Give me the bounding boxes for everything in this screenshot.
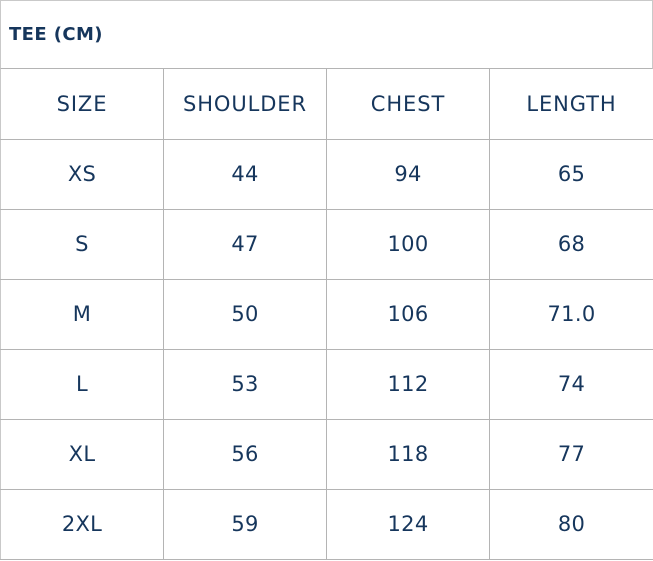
cell-chest: 112	[326, 349, 490, 420]
cell-chest: 118	[326, 419, 490, 490]
cell-length: 74	[489, 349, 653, 420]
column-header-size: SIZE	[0, 69, 164, 140]
cell-size: S	[0, 209, 164, 280]
cell-shoulder: 44	[163, 139, 327, 210]
cell-size: L	[0, 349, 164, 420]
cell-length: 68	[489, 209, 653, 280]
column-header-length: LENGTH	[489, 69, 653, 140]
cell-size: XS	[0, 139, 164, 210]
table-row: S 47 100 68	[0, 209, 653, 280]
table-header: SIZE SHOULDER CHEST LENGTH	[0, 69, 653, 140]
table-row: L 53 112 74	[0, 349, 653, 420]
cell-length: 80	[489, 489, 653, 560]
cell-chest: 106	[326, 279, 490, 350]
table-row: 2XL 59 124 80	[0, 489, 653, 560]
cell-shoulder: 50	[163, 279, 327, 350]
cell-shoulder: 56	[163, 419, 327, 490]
cell-chest: 100	[326, 209, 490, 280]
measurements-table: SIZE SHOULDER CHEST LENGTH XS 44 94 65 S…	[0, 69, 653, 560]
page-title: TEE (CM)	[9, 23, 103, 45]
cell-chest: 124	[326, 489, 490, 560]
table-row: XS 44 94 65	[0, 139, 653, 210]
cell-shoulder: 47	[163, 209, 327, 280]
cell-size: XL	[0, 419, 164, 490]
cell-shoulder: 53	[163, 349, 327, 420]
table-row: XL 56 118 77	[0, 419, 653, 490]
cell-size: M	[0, 279, 164, 350]
cell-length: 77	[489, 419, 653, 490]
table-row: M 50 106 71.0	[0, 279, 653, 350]
cell-size: 2XL	[0, 489, 164, 560]
cell-length: 71.0	[489, 279, 653, 350]
table-header-row: SIZE SHOULDER CHEST LENGTH	[0, 69, 653, 140]
column-header-chest: CHEST	[326, 69, 490, 140]
column-header-shoulder: SHOULDER	[163, 69, 327, 140]
table-body: XS 44 94 65 S 47 100 68 M 50 106 71.0 L …	[0, 139, 653, 560]
cell-chest: 94	[326, 139, 490, 210]
chart-title-band: TEE (CM)	[0, 0, 653, 69]
cell-length: 65	[489, 139, 653, 210]
cell-shoulder: 59	[163, 489, 327, 560]
